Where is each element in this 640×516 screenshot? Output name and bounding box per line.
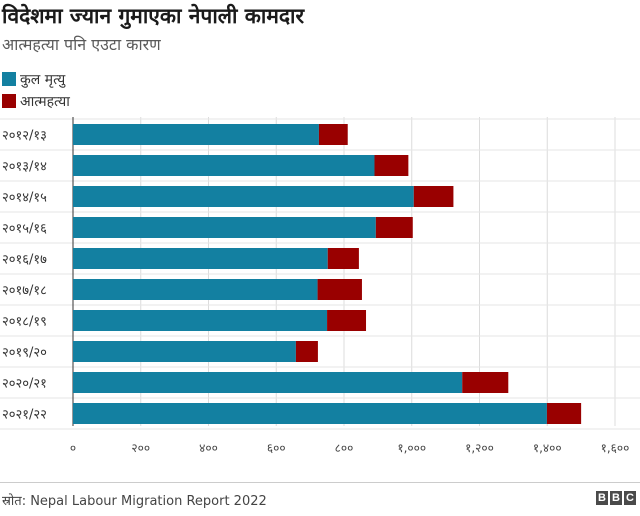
chart-title: विदेशमा ज्यान गुमाएका नेपाली कामदार	[2, 4, 305, 28]
bar-total-deaths	[73, 341, 296, 362]
bar-suicide	[327, 310, 367, 331]
bar-suicide	[295, 341, 318, 362]
source-note: स्रोत: Nepal Labour Migration Report 202…	[2, 494, 267, 509]
bar-suicide	[318, 124, 348, 145]
bar-total-deaths	[73, 155, 375, 176]
x-tick-label: ४००	[199, 441, 218, 455]
bar-total-deaths	[73, 403, 547, 424]
bar-total-deaths	[73, 124, 319, 145]
footer-divider	[0, 482, 640, 483]
bar-total-deaths	[73, 279, 318, 300]
category-label: २०१३/१४	[2, 160, 47, 175]
bar-total-deaths	[73, 310, 328, 331]
bar-total-deaths	[73, 217, 376, 238]
bar-chart: २०१२/१३ २०१३/१४ २०१४/१५ २०१५/१६ २०१६/१७ २०१७/…	[0, 117, 640, 455]
category-label: २०१८/१९	[2, 315, 47, 330]
legend: कुल मृत्यु आत्महत्या	[2, 68, 70, 112]
category-label: २०१४/१५	[2, 191, 47, 206]
category-label: २०२०/२१	[2, 377, 47, 392]
category-label: २०१६/१७	[2, 253, 47, 268]
chart-subtitle: आत्महत्या पनि एउटा कारण	[2, 35, 161, 54]
x-tick-label: १,०००	[397, 441, 426, 455]
legend-item-total-deaths: कुल मृत्यु	[2, 68, 70, 90]
bar-total-deaths	[73, 186, 414, 207]
bar-suicide	[317, 279, 362, 300]
category-label: २०१९/२०	[2, 346, 47, 361]
bbc-logo-letter: B	[596, 491, 608, 505]
bbc-logo: B B C	[596, 491, 636, 505]
legend-swatch-suicide	[2, 94, 16, 108]
bar-suicide	[375, 217, 413, 238]
legend-label-total-deaths: कुल मृत्यु	[20, 71, 66, 88]
x-tick-label: १,६००	[601, 441, 630, 455]
x-tick-label: ६००	[267, 441, 286, 455]
bar-total-deaths	[73, 248, 328, 269]
bar-total-deaths	[73, 372, 463, 393]
category-label: २०१५/१६	[2, 222, 47, 237]
category-label: २०१२/१३	[2, 129, 47, 144]
bbc-logo-letter: C	[624, 491, 636, 505]
x-tick-label: ८००	[335, 441, 354, 455]
bar-suicide	[462, 372, 509, 393]
bbc-logo-letter: B	[610, 491, 622, 505]
legend-label-suicide: आत्महत्या	[20, 93, 70, 110]
x-tick-label: १,२००	[465, 441, 494, 455]
legend-swatch-total-deaths	[2, 72, 16, 86]
category-label: २०२१/२२	[2, 408, 47, 423]
category-label: २०१७/१८	[2, 284, 47, 299]
legend-item-suicide: आत्महत्या	[2, 90, 70, 112]
x-tick-label: २००	[131, 441, 150, 455]
bar-suicide	[374, 155, 409, 176]
x-tick-label: १,४००	[533, 441, 562, 455]
x-tick-label: ०	[70, 441, 76, 455]
bar-suicide	[413, 186, 454, 207]
bar-suicide	[546, 403, 582, 424]
bar-suicide	[327, 248, 359, 269]
